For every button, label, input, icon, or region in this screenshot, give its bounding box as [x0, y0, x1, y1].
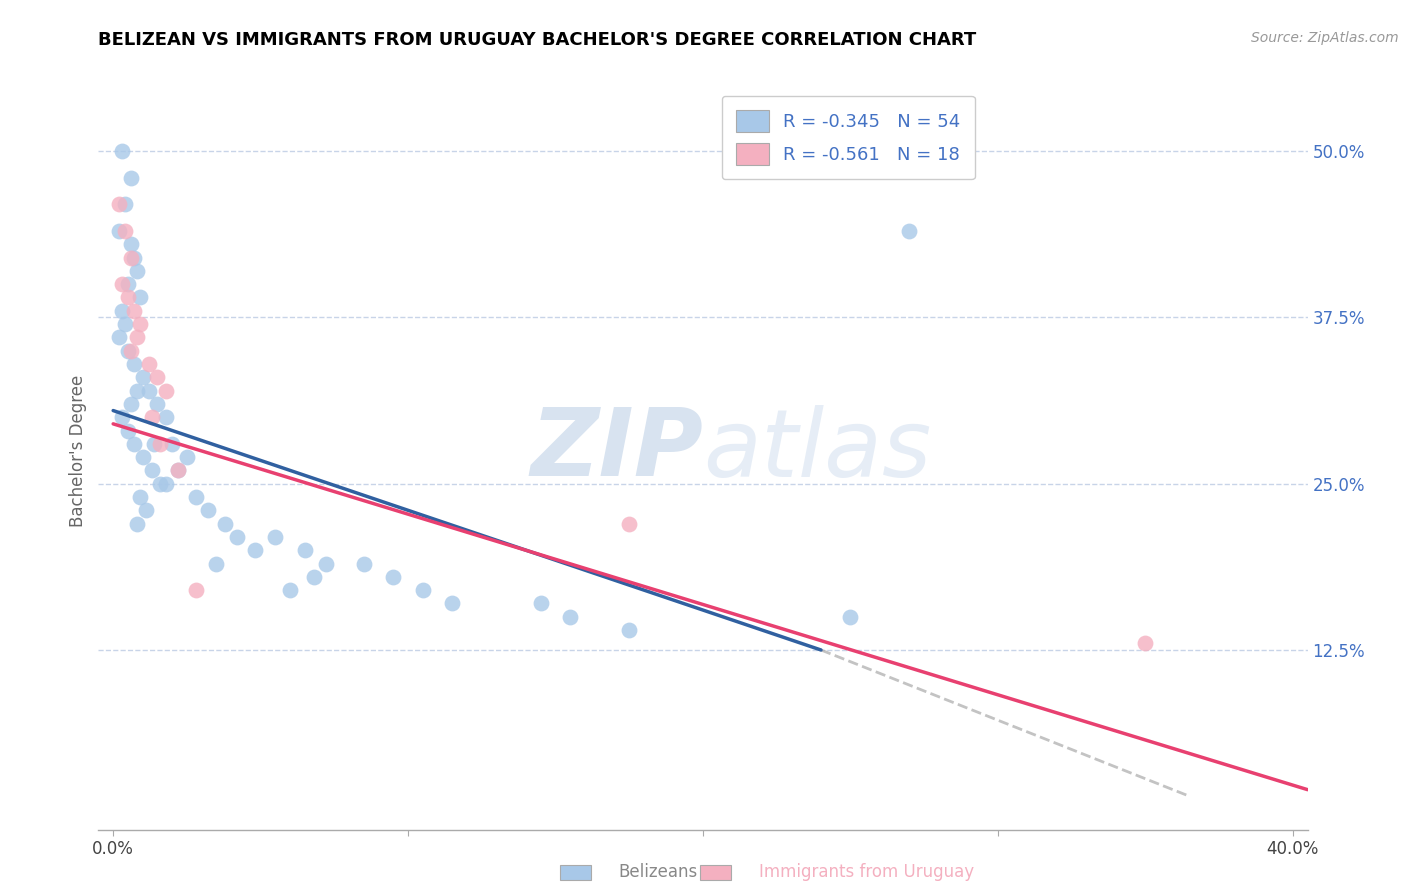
- Point: [125, 384, 148, 398]
- Point: [184, 490, 207, 504]
- Point: [155, 410, 177, 425]
- Point: [353, 557, 375, 571]
- Point: [619, 516, 641, 531]
- Point: [441, 596, 464, 610]
- Point: [155, 384, 177, 398]
- Point: [898, 224, 921, 238]
- Point: [122, 303, 145, 318]
- Point: [149, 437, 172, 451]
- Point: [122, 357, 145, 371]
- Point: [122, 437, 145, 451]
- Point: [619, 623, 641, 637]
- Y-axis label: Bachelor's Degree: Bachelor's Degree: [69, 375, 87, 526]
- Point: [135, 503, 157, 517]
- Point: [120, 343, 142, 358]
- Point: [131, 450, 153, 464]
- Point: [839, 609, 862, 624]
- Point: [108, 224, 131, 238]
- Text: Immigrants from Uruguay: Immigrants from Uruguay: [759, 863, 974, 881]
- Point: [243, 543, 266, 558]
- Point: [111, 277, 134, 292]
- Point: [155, 476, 177, 491]
- Point: [120, 397, 142, 411]
- Point: [111, 410, 134, 425]
- Point: [108, 197, 131, 211]
- Point: [125, 264, 148, 278]
- Point: [125, 330, 148, 344]
- Point: [111, 144, 134, 158]
- Point: [382, 570, 405, 584]
- Point: [264, 530, 287, 544]
- Point: [120, 251, 142, 265]
- Point: [141, 463, 163, 477]
- Point: [120, 170, 142, 185]
- Point: [278, 583, 301, 598]
- Point: [128, 490, 150, 504]
- Point: [120, 237, 142, 252]
- Point: [149, 476, 172, 491]
- Point: [226, 530, 249, 544]
- Point: [117, 343, 139, 358]
- Point: [205, 557, 228, 571]
- Point: [117, 277, 139, 292]
- Point: [125, 516, 148, 531]
- Point: [214, 516, 236, 531]
- Point: [560, 609, 582, 624]
- Point: [131, 370, 153, 384]
- Point: [176, 450, 198, 464]
- Point: [117, 424, 139, 438]
- Point: [128, 317, 150, 331]
- Point: [146, 370, 169, 384]
- Point: [412, 583, 434, 598]
- Point: [141, 410, 163, 425]
- Text: atlas: atlas: [703, 405, 931, 496]
- Point: [138, 357, 160, 371]
- Legend: R = -0.345   N = 54, R = -0.561   N = 18: R = -0.345 N = 54, R = -0.561 N = 18: [721, 95, 974, 179]
- Point: [117, 291, 139, 305]
- Point: [114, 317, 136, 331]
- Point: [530, 596, 553, 610]
- Point: [315, 557, 337, 571]
- Text: ZIP: ZIP: [530, 404, 703, 497]
- Text: Belizeans: Belizeans: [619, 863, 697, 881]
- Point: [138, 384, 160, 398]
- Point: [167, 463, 190, 477]
- Point: [114, 197, 136, 211]
- Point: [1135, 636, 1157, 650]
- Point: [197, 503, 219, 517]
- Point: [160, 437, 183, 451]
- Point: [146, 397, 169, 411]
- Point: [128, 291, 150, 305]
- FancyBboxPatch shape: [560, 865, 591, 880]
- Text: Source: ZipAtlas.com: Source: ZipAtlas.com: [1251, 31, 1399, 45]
- Point: [143, 437, 166, 451]
- Point: [122, 251, 145, 265]
- Point: [294, 543, 316, 558]
- Point: [111, 303, 134, 318]
- Point: [302, 570, 325, 584]
- Point: [167, 463, 190, 477]
- Point: [184, 583, 207, 598]
- FancyBboxPatch shape: [700, 865, 731, 880]
- Text: BELIZEAN VS IMMIGRANTS FROM URUGUAY BACHELOR'S DEGREE CORRELATION CHART: BELIZEAN VS IMMIGRANTS FROM URUGUAY BACH…: [98, 31, 977, 49]
- Point: [108, 330, 131, 344]
- Point: [114, 224, 136, 238]
